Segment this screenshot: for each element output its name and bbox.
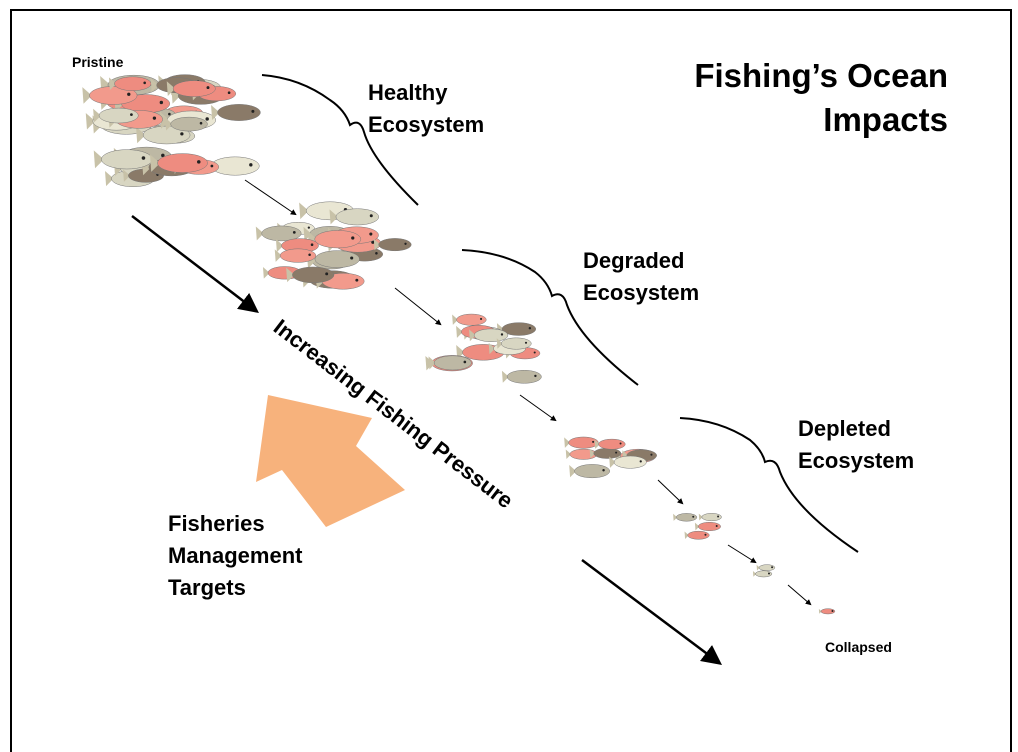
fish-body — [171, 117, 208, 131]
fish-eye — [529, 327, 531, 329]
fish-eye — [351, 236, 354, 239]
fish-body — [315, 230, 361, 248]
fish-eye — [592, 441, 594, 443]
fish-eye — [228, 91, 231, 94]
fish-eye — [143, 82, 146, 85]
ecosystem-label: Healthy — [368, 80, 448, 105]
title-line: Fishing’s Ocean — [694, 57, 948, 94]
fish-body — [173, 81, 215, 97]
fish-eye — [771, 566, 773, 568]
fish-body — [315, 251, 360, 268]
fish-eye — [200, 122, 203, 125]
fish-eye — [251, 110, 254, 113]
fish-eye — [525, 342, 527, 344]
fish-body — [501, 338, 531, 349]
fish-body — [336, 209, 379, 225]
fish-body — [574, 464, 609, 477]
fish-body — [569, 437, 599, 448]
ecosystem-label: Ecosystem — [368, 112, 484, 137]
fish-eye — [615, 452, 617, 454]
fish-eye — [375, 252, 378, 255]
fish-body — [614, 456, 646, 468]
fish-eye — [180, 132, 183, 135]
stage-label: Pristine — [72, 54, 124, 70]
stage-label: Collapsed — [825, 639, 892, 655]
targets-label: Management — [168, 543, 303, 568]
fish-body — [114, 77, 151, 91]
fish-eye — [130, 113, 133, 116]
fish-body — [474, 329, 508, 342]
fish-eye — [640, 460, 642, 462]
fish-eye — [464, 361, 467, 364]
fish-body — [99, 108, 138, 123]
fish-eye — [831, 610, 833, 612]
fish-eye — [127, 93, 130, 96]
fish-eye — [350, 256, 353, 259]
fish-eye — [768, 572, 770, 574]
fish-eye — [704, 534, 706, 536]
fish-eye — [404, 243, 406, 245]
fish-body — [457, 314, 487, 325]
fish-eye — [355, 279, 358, 282]
ecosystem-label: Depleted — [798, 416, 891, 441]
fish-eye — [370, 214, 373, 217]
fish-eye — [142, 156, 146, 160]
fish-body — [101, 150, 152, 169]
fish-body — [280, 249, 316, 263]
targets-label: Fisheries — [168, 511, 265, 536]
fish-body — [507, 370, 541, 383]
fish-eye — [249, 163, 252, 166]
fish-eye — [534, 375, 536, 377]
fish-eye — [293, 231, 296, 234]
title-line: Impacts — [823, 101, 948, 138]
fish-eye — [153, 117, 156, 120]
fish-eye — [160, 101, 163, 104]
fish-eye — [480, 318, 482, 320]
fish-eye — [168, 113, 171, 116]
ecosystem-label: Ecosystem — [583, 280, 699, 305]
fish-eye — [717, 516, 719, 518]
fish-eye — [311, 243, 314, 246]
fish-body — [379, 238, 412, 250]
fish-eye — [501, 333, 503, 335]
fish-eye — [308, 226, 310, 228]
fish-eye — [325, 272, 328, 275]
ecosystem-label: Degraded — [583, 248, 684, 273]
fish-eye — [692, 516, 694, 518]
fish-eye — [369, 232, 372, 235]
ecosystem-label: Ecosystem — [798, 448, 914, 473]
fish-body — [217, 104, 260, 120]
fish-eye — [534, 351, 536, 353]
fish-body — [434, 356, 471, 370]
fish-eye — [716, 525, 718, 527]
fish-eye — [211, 165, 214, 168]
fish-body — [157, 154, 207, 173]
fish-eye — [207, 86, 210, 89]
fish-eye — [197, 160, 201, 164]
fish-eye — [650, 454, 652, 456]
fish-eye — [620, 443, 622, 445]
targets-label: Targets — [168, 575, 246, 600]
fish-eye — [602, 469, 604, 471]
fish-eye — [205, 117, 208, 120]
fish-body — [292, 267, 334, 283]
fish-eye — [308, 253, 311, 256]
diagram: Fishing’s Ocean Impacts Pristine Collaps… — [0, 0, 1018, 752]
